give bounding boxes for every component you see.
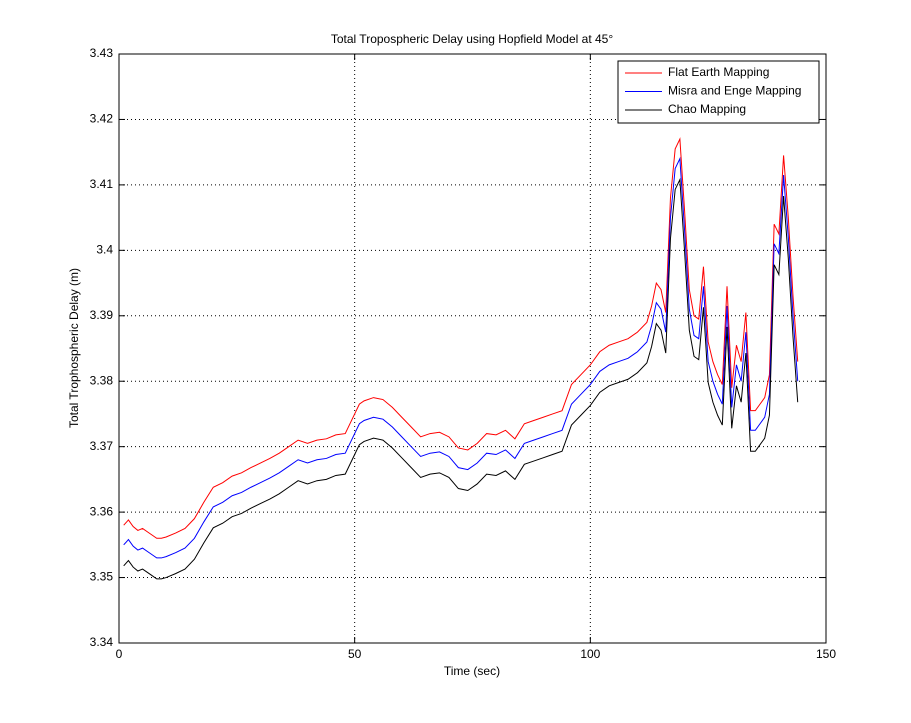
plot-frame xyxy=(118,53,827,644)
y-tick-label: 3.4 xyxy=(96,243,113,257)
data-line xyxy=(123,156,799,559)
y-axis-label: Total Trophospheric Delay (m) xyxy=(67,268,81,428)
y-tick-label: 3.35 xyxy=(90,570,114,584)
y-tick-label: 3.38 xyxy=(90,373,114,387)
y-tick-label: 3.42 xyxy=(90,112,114,126)
legend-label: Misra and Enge Mapping xyxy=(668,84,801,98)
plot-area xyxy=(119,54,826,643)
x-tick-label: 50 xyxy=(348,647,362,661)
y-tick-label: 3.34 xyxy=(90,635,114,649)
y-tick-label: 3.41 xyxy=(90,177,114,191)
y-tick-label: 3.37 xyxy=(90,439,114,453)
x-tick-label: 100 xyxy=(580,647,600,661)
data-line xyxy=(123,177,799,580)
y-tick-label: 3.36 xyxy=(90,504,114,518)
x-tick-label: 150 xyxy=(816,647,836,661)
chart-title: Total Tropospheric Delay using Hopfield … xyxy=(331,32,613,46)
x-tick-label: 0 xyxy=(116,647,123,661)
legend-label: Flat Earth Mapping xyxy=(668,65,769,79)
data-line xyxy=(123,137,799,539)
y-tick-label: 3.43 xyxy=(90,46,114,60)
x-axis-label: Time (sec) xyxy=(444,664,500,678)
y-tick-label: 3.39 xyxy=(90,308,114,322)
legend-label: Chao Mapping xyxy=(668,102,746,116)
